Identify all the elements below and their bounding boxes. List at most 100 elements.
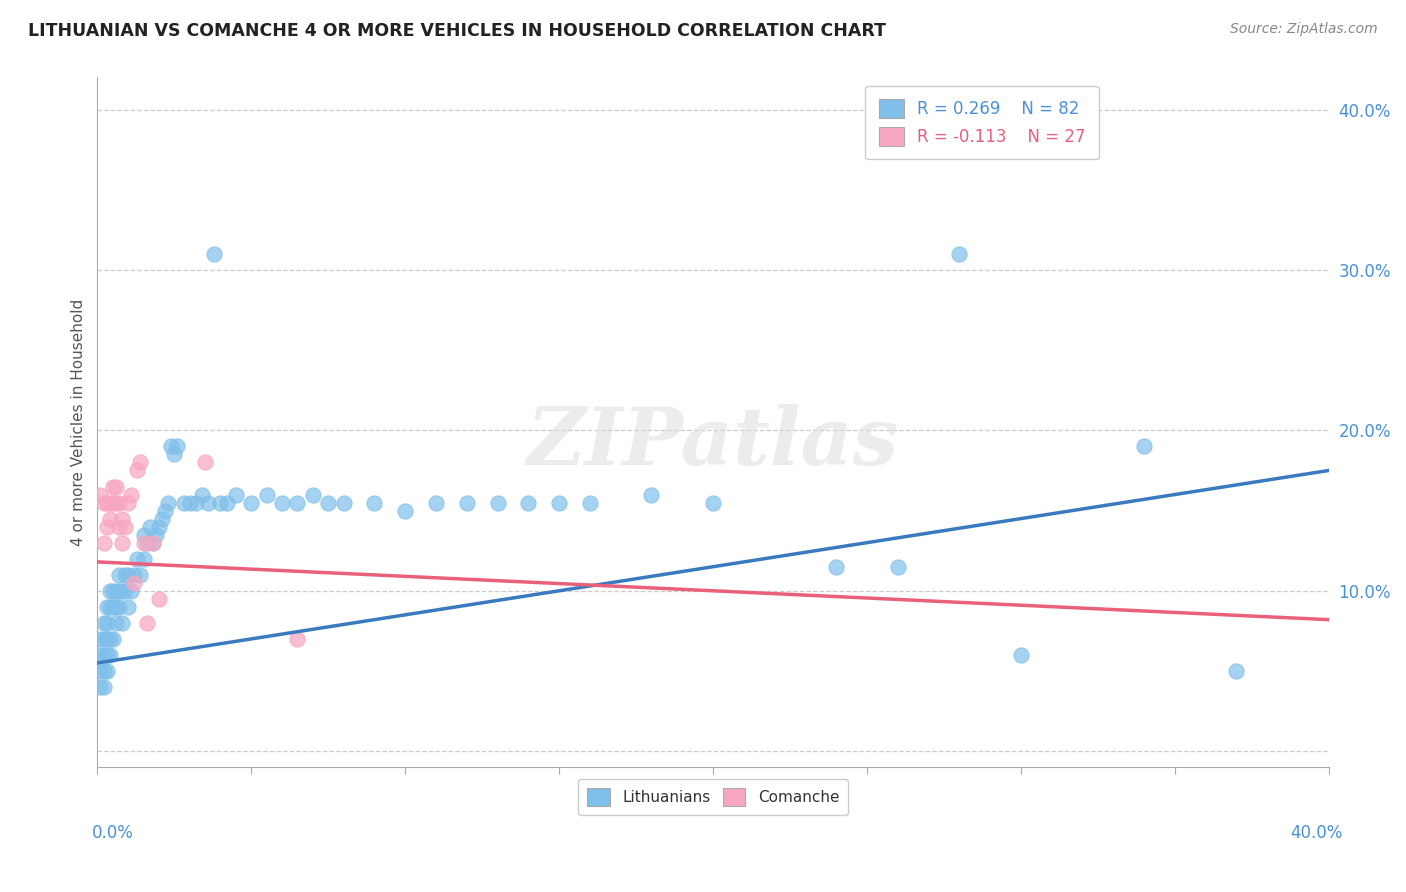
Point [287,632,309,646]
Point [173,495,195,509]
Point [101,599,124,614]
Point [104,495,127,509]
Point [517,495,540,509]
Point [93,495,115,509]
Point [108,519,131,533]
Point [101,583,124,598]
Point [93,648,115,662]
Point [96,648,118,662]
Point [101,632,124,646]
Text: Source: ZipAtlas.com: Source: ZipAtlas.com [1230,22,1378,37]
Point [456,495,478,509]
Point [89,648,111,662]
Point [89,632,111,646]
Point [120,487,142,501]
Point [825,559,848,574]
Point [486,495,509,509]
Point [96,519,118,533]
Point [108,583,131,598]
Point [316,495,339,509]
Point [89,487,111,501]
Point [127,463,149,477]
Point [215,495,238,509]
Point [124,567,146,582]
Point [96,664,118,678]
Point [117,567,139,582]
Point [117,495,139,509]
Point [104,599,127,614]
Point [394,503,416,517]
Point [111,615,134,630]
Point [150,511,173,525]
Text: LITHUANIAN VS COMANCHE 4 OR MORE VEHICLES IN HOUSEHOLD CORRELATION CHART: LITHUANIAN VS COMANCHE 4 OR MORE VEHICLE… [28,22,886,40]
Point [98,511,121,525]
Point [93,632,115,646]
Point [332,495,354,509]
Point [887,559,910,574]
Point [1225,664,1247,678]
Point [166,439,188,453]
Point [104,615,127,630]
Point [104,583,127,598]
Point [163,447,186,461]
Point [120,583,142,598]
Point [96,495,118,509]
Point [138,519,160,533]
Point [129,567,152,582]
Point [127,551,149,566]
Point [98,648,121,662]
Point [240,495,263,509]
Point [98,495,121,509]
Point [948,247,970,261]
Point [117,599,139,614]
Point [548,495,571,509]
Point [89,664,111,678]
Legend: Lithuanians, Comanche: Lithuanians, Comanche [578,779,848,814]
Point [157,495,180,509]
Point [101,479,124,493]
Point [111,511,134,525]
Point [111,535,134,549]
Point [194,455,217,469]
Point [108,495,131,509]
Point [287,495,309,509]
Text: 40.0%: 40.0% [1291,824,1343,842]
Point [89,680,111,694]
Point [132,535,155,549]
Point [98,632,121,646]
Point [153,503,176,517]
Point [1133,439,1156,453]
Point [124,575,146,590]
Point [640,487,662,501]
Point [96,615,118,630]
Point [142,535,165,549]
Point [702,495,724,509]
Point [145,527,167,541]
Point [142,535,165,549]
Point [104,479,127,493]
Point [425,495,447,509]
Point [93,680,115,694]
Point [579,495,602,509]
Y-axis label: 4 or more Vehicles in Household: 4 or more Vehicles in Household [72,299,86,546]
Point [129,455,152,469]
Point [148,591,170,606]
Point [98,599,121,614]
Text: 0.0%: 0.0% [91,824,134,842]
Point [132,551,155,566]
Point [256,487,278,501]
Point [93,664,115,678]
Point [114,519,136,533]
Point [225,487,247,501]
Point [93,615,115,630]
Point [197,495,219,509]
Point [160,439,183,453]
Point [101,495,124,509]
Text: ZIPatlas: ZIPatlas [527,404,898,482]
Point [108,567,131,582]
Point [271,495,294,509]
Point [114,567,136,582]
Point [132,527,155,541]
Point [108,599,131,614]
Point [1010,648,1032,662]
